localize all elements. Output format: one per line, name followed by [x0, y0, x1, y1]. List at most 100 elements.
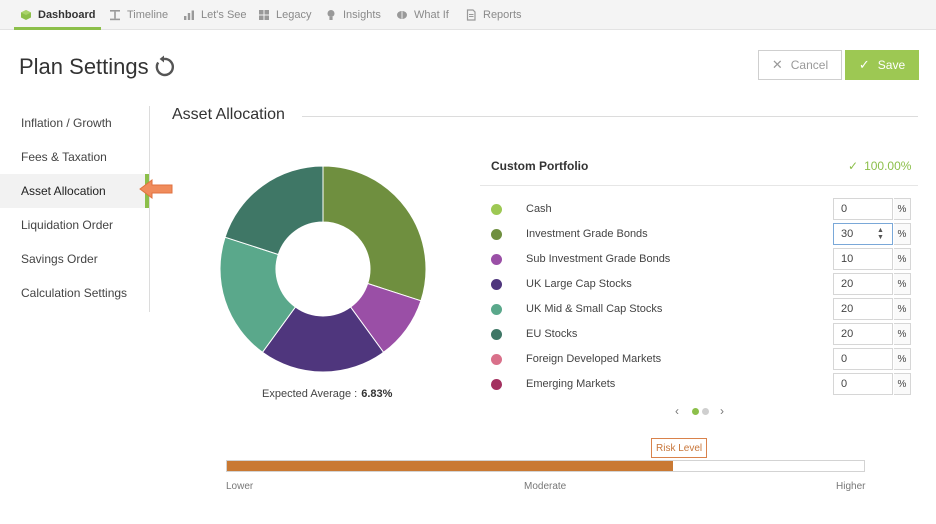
section-divider [302, 116, 918, 117]
close-icon: ✕ [771, 57, 783, 72]
check-icon: ✓ [848, 159, 859, 173]
risk-level-fill [227, 461, 673, 471]
tab-label: What If [414, 9, 449, 21]
asset-percent-unit: % [894, 198, 911, 220]
risk-tick-higher: Higher [836, 481, 866, 492]
asset-color-dot [491, 254, 502, 265]
brain-icon [397, 11, 407, 19]
asset-percent-unit: % [894, 323, 911, 345]
asset-percent-input[interactable] [833, 273, 893, 295]
asset-percent-input[interactable] [833, 323, 893, 345]
save-label: Save [877, 58, 906, 72]
asset-name: EU Stocks [526, 328, 578, 340]
asset-percent-input[interactable] [833, 248, 893, 270]
asset-color-dot [491, 204, 502, 215]
asset-percent-unit: % [894, 223, 911, 245]
risk-level-bar [226, 460, 865, 472]
asset-percent-input[interactable] [833, 198, 893, 220]
sidebar-item-label: Asset Allocation [21, 184, 106, 198]
asset-name: Sub Investment Grade Bonds [526, 253, 671, 265]
donut-slice-investment-grade-bonds [322, 165, 427, 302]
sidebar-item-asset-allocation[interactable]: Asset Allocation [0, 174, 150, 208]
sidebar-divider [149, 106, 150, 312]
asset-color-dot [491, 354, 502, 365]
asset-row-cash: Cash % [491, 198, 911, 222]
portfolio-pager: ‹ › [672, 404, 732, 418]
risk-tick-moderate: Moderate [524, 481, 567, 492]
tab-reports[interactable]: Reports [465, 0, 522, 30]
tab-label: Insights [343, 9, 381, 21]
allocation-donut-chart [219, 165, 427, 373]
expected-average: Expected Average :6.83% [262, 388, 392, 400]
reset-icon[interactable] [152, 55, 176, 79]
pager-dot[interactable] [702, 408, 709, 415]
tab-lets-see[interactable]: Let's See [183, 0, 247, 30]
tab-label: Dashboard [38, 9, 96, 21]
pager-dot-active[interactable] [692, 408, 699, 415]
pointer-arrow-icon [139, 179, 173, 199]
tab-label: Timeline [127, 9, 169, 21]
asset-name: Emerging Markets [526, 378, 616, 390]
asset-percent-input[interactable] [833, 348, 893, 370]
portfolio-total-value: 100.00% [864, 159, 912, 173]
asset-percent-unit: % [894, 373, 911, 395]
section-title: Asset Allocation [172, 106, 285, 123]
asset-row-emerging-markets: Emerging Markets % [491, 373, 911, 397]
asset-name: Investment Grade Bonds [526, 228, 648, 240]
asset-row-uk-mid-small-cap-stocks: UK Mid & Small Cap Stocks % [491, 298, 911, 322]
save-button[interactable]: ✓ Save [845, 50, 919, 80]
donut-slice-eu-stocks [224, 165, 324, 256]
asset-percent-input[interactable] [833, 298, 893, 320]
tab-legacy[interactable]: Legacy [258, 0, 311, 30]
settings-sidebar: Inflation / Growth Fees & Taxation Asset… [0, 106, 150, 310]
portfolio-total: ✓ 100.00% [848, 159, 911, 173]
number-spinner-icon[interactable]: ▲ ▼ [877, 227, 884, 241]
asset-name: Foreign Developed Markets [526, 353, 662, 365]
tab-what-if[interactable]: What If [396, 0, 449, 30]
asset-percent-unit: % [894, 298, 911, 320]
expected-average-value: 6.83% [361, 388, 393, 400]
sidebar-item-calculation-settings[interactable]: Calculation Settings [0, 276, 150, 310]
lightbulb-icon [327, 10, 335, 20]
sidebar-item-label: Savings Order [21, 252, 98, 266]
chevron-left-icon[interactable]: ‹ [675, 404, 679, 418]
cube-icon [21, 10, 31, 20]
sidebar-item-savings-order[interactable]: Savings Order [0, 242, 150, 276]
donut-slice-uk-large-cap-stocks [261, 306, 385, 373]
asset-name: Cash [526, 203, 552, 215]
expected-average-label: Expected Average : [262, 388, 358, 400]
tab-insights[interactable]: Insights [325, 0, 381, 30]
document-icon [466, 9, 476, 21]
asset-percent-unit: % [894, 273, 911, 295]
cancel-label: Cancel [790, 58, 829, 72]
check-icon: ✓ [858, 57, 870, 72]
asset-percent-input[interactable] [833, 373, 893, 395]
top-nav: Dashboard Timeline Let's See Legacy Insi… [0, 0, 936, 30]
chevron-right-icon[interactable]: › [720, 404, 724, 418]
asset-percent-unit: % [894, 248, 911, 270]
risk-tick-lower: Lower [226, 481, 254, 492]
risk-level-badge: Risk Level [651, 438, 708, 458]
tab-dashboard[interactable]: Dashboard [13, 0, 102, 30]
asset-name: UK Large Cap Stocks [526, 278, 632, 290]
sidebar-item-liquidation-order[interactable]: Liquidation Order [0, 208, 150, 242]
tab-label: Reports [483, 9, 522, 21]
tab-label: Let's See [201, 9, 247, 21]
timeline-icon [110, 10, 120, 21]
cancel-button[interactable]: ✕ Cancel [758, 50, 842, 80]
donut-slice-uk-mid-small-cap-stocks [219, 236, 297, 354]
asset-color-dot [491, 379, 502, 390]
asset-name: UK Mid & Small Cap Stocks [526, 303, 663, 315]
portfolio-title: Custom Portfolio [491, 159, 589, 173]
asset-percent-unit: % [894, 348, 911, 370]
asset-color-dot [491, 329, 502, 340]
sidebar-item-inflation-growth[interactable]: Inflation / Growth [0, 106, 150, 140]
asset-row-investment-grade-bonds: Investment Grade Bonds ▲▼ % [491, 223, 911, 247]
sidebar-item-label: Calculation Settings [21, 286, 128, 300]
tab-timeline[interactable]: Timeline [109, 0, 168, 30]
asset-row-foreign-developed-markets: Foreign Developed Markets % [491, 348, 911, 372]
asset-percent-input[interactable] [833, 223, 893, 245]
sidebar-item-fees-taxation[interactable]: Fees & Taxation [0, 140, 150, 174]
sidebar-item-label: Liquidation Order [21, 218, 114, 232]
asset-row-uk-large-cap-stocks: UK Large Cap Stocks % [491, 273, 911, 297]
